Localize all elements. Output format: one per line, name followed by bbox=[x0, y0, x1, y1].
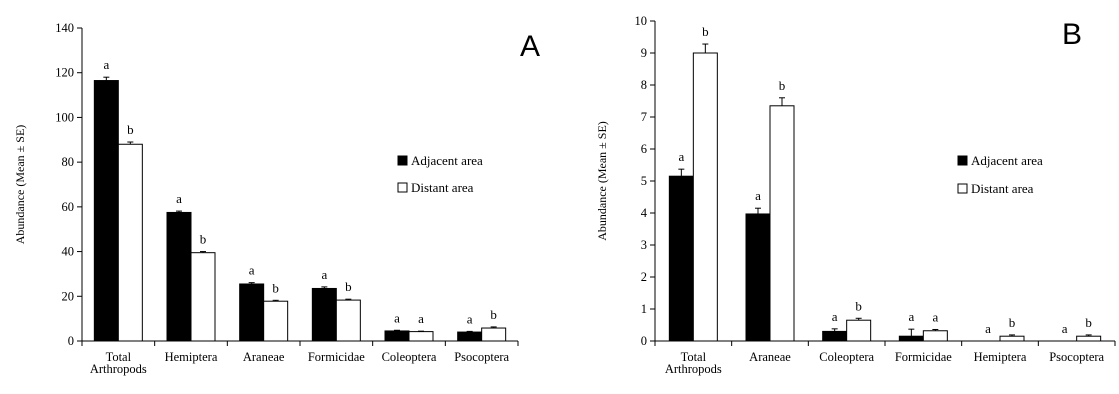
y-tick-label: 140 bbox=[55, 21, 74, 35]
significance-letter: b bbox=[345, 279, 352, 294]
legend-swatch-distant bbox=[957, 183, 968, 194]
y-tick-label: 8 bbox=[641, 78, 647, 92]
x-category-label: Hemiptera bbox=[165, 350, 218, 364]
significance-letter: b bbox=[702, 24, 709, 39]
significance-letter: a bbox=[418, 311, 424, 326]
significance-letter: b bbox=[490, 307, 497, 322]
significance-letter: b bbox=[127, 122, 134, 137]
y-tick-label: 40 bbox=[62, 245, 75, 259]
x-category-label: Arthropods bbox=[90, 362, 147, 376]
significance-letter: a bbox=[985, 321, 991, 336]
bar-distant bbox=[190, 252, 216, 342]
significance-letter: a bbox=[678, 149, 684, 164]
legend-label: Distant area bbox=[411, 180, 474, 195]
bar-adjacent bbox=[457, 331, 483, 342]
y-tick-label: 3 bbox=[641, 238, 647, 252]
significance-letter: a bbox=[321, 267, 327, 282]
bar-adjacent bbox=[384, 330, 410, 342]
y-tick-label: 80 bbox=[62, 155, 75, 169]
significance-letter: b bbox=[200, 232, 207, 247]
significance-letter: b bbox=[1085, 315, 1092, 330]
x-category-label: Total bbox=[681, 350, 707, 364]
bar-adjacent bbox=[311, 287, 337, 342]
legend: Adjacent area Distant area bbox=[397, 153, 483, 195]
panel-label: B bbox=[1062, 18, 1082, 51]
significance-letter: a bbox=[394, 310, 400, 325]
y-tick-label: 7 bbox=[641, 110, 647, 124]
legend-swatch-adjacent bbox=[397, 155, 408, 166]
significance-letter: a bbox=[932, 309, 938, 324]
y-tick-label: 2 bbox=[641, 270, 647, 284]
bar-distant bbox=[335, 299, 361, 342]
y-tick-label: 5 bbox=[641, 174, 647, 188]
legend: Adjacent area Distant area bbox=[957, 153, 1043, 196]
x-category-label: Arthropods bbox=[665, 362, 722, 376]
legend-label: Adjacent area bbox=[411, 153, 483, 168]
chart-panel-A: 0 20 40 60 80 100 120 140 Abundance (Mean ± SE) T… bbox=[13, 21, 540, 376]
bar-distant bbox=[481, 327, 507, 342]
significance-letter: a bbox=[832, 309, 838, 324]
bar-distant bbox=[408, 331, 434, 342]
bar-adjacent bbox=[668, 175, 694, 342]
x-category-label: Araneae bbox=[749, 350, 791, 364]
legend-swatch-distant bbox=[397, 182, 408, 193]
bar-distant bbox=[922, 330, 948, 342]
significance-letter: a bbox=[176, 191, 182, 206]
bar-distant bbox=[1076, 335, 1102, 342]
significance-letter: b bbox=[855, 298, 862, 313]
x-category-label: Psocoptera bbox=[1049, 350, 1104, 364]
x-category-label: Total bbox=[106, 350, 132, 364]
x-category-label: Coleoptera bbox=[819, 350, 874, 364]
y-axis-label: Abundance (Mean ± SE) bbox=[13, 125, 27, 245]
bar-adjacent bbox=[239, 283, 265, 342]
x-category-label: Araneae bbox=[243, 350, 285, 364]
y-tick-label: 100 bbox=[55, 110, 74, 124]
bar-distant bbox=[263, 300, 289, 342]
y-tick-label: 60 bbox=[62, 200, 75, 214]
y-tick-label: 20 bbox=[62, 289, 75, 303]
bar-distant bbox=[692, 52, 718, 342]
significance-letter: a bbox=[249, 263, 255, 278]
x-category-label: Formicidae bbox=[308, 350, 365, 364]
x-category-label: Hemiptera bbox=[974, 350, 1027, 364]
x-category-label: Formicidae bbox=[895, 350, 952, 364]
y-tick-label: 0 bbox=[641, 334, 647, 348]
bar-distant bbox=[769, 105, 795, 342]
y-tick-label: 4 bbox=[641, 206, 648, 220]
bar-adjacent bbox=[166, 211, 192, 342]
y-tick-label: 6 bbox=[641, 142, 647, 156]
significance-letter: a bbox=[1062, 321, 1068, 336]
significance-letter: a bbox=[467, 311, 473, 326]
legend-label: Distant area bbox=[971, 181, 1034, 196]
y-tick-label: 120 bbox=[55, 66, 74, 80]
legend-label: Adjacent area bbox=[971, 153, 1043, 168]
significance-letter: a bbox=[103, 57, 109, 72]
y-tick-label: 10 bbox=[635, 14, 648, 28]
bar-adjacent bbox=[898, 335, 924, 342]
bar-adjacent bbox=[745, 213, 771, 342]
significance-letter: b bbox=[779, 78, 786, 93]
y-axis-label: Abundance (Mean ± SE) bbox=[595, 121, 609, 241]
significance-letter: b bbox=[272, 280, 279, 295]
bar-distant bbox=[846, 319, 872, 342]
y-tick-label: 1 bbox=[641, 302, 647, 316]
y-tick-label: 0 bbox=[68, 334, 74, 348]
panel-label: A bbox=[520, 30, 540, 63]
y-tick-label: 9 bbox=[641, 46, 647, 60]
bar-adjacent bbox=[822, 330, 848, 342]
x-category-label: Coleoptera bbox=[382, 350, 437, 364]
bar-distant bbox=[999, 335, 1025, 342]
bar-distant bbox=[117, 143, 143, 342]
legend-swatch-adjacent bbox=[957, 155, 968, 166]
x-category-label: Psocoptera bbox=[454, 350, 509, 364]
significance-letter: a bbox=[908, 309, 914, 324]
significance-letter: a bbox=[755, 188, 761, 203]
significance-letter: b bbox=[1009, 315, 1016, 330]
bar-adjacent bbox=[93, 80, 119, 342]
